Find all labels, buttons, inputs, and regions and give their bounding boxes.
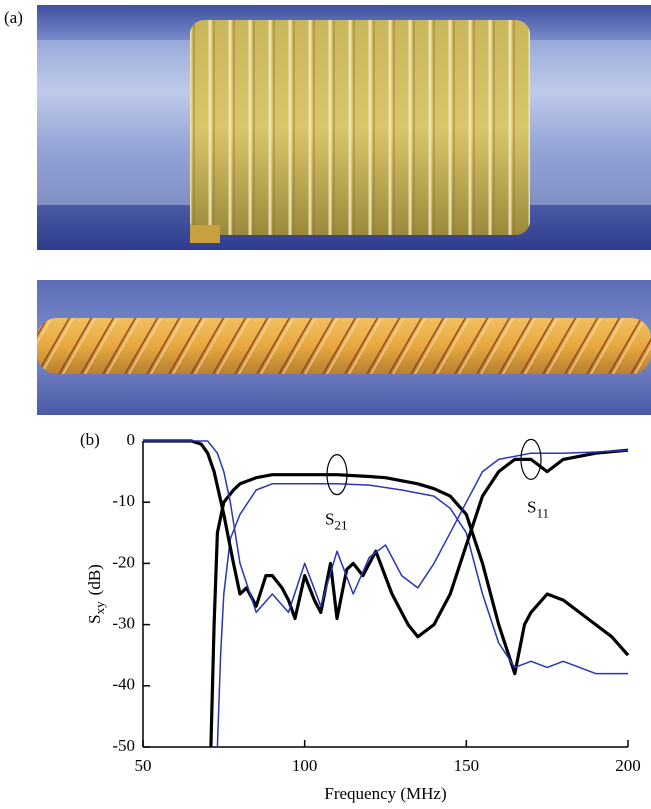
series-line bbox=[143, 439, 629, 639]
y-tick-label: -30 bbox=[112, 614, 135, 633]
y-tick-label: -50 bbox=[112, 736, 135, 755]
series-line bbox=[216, 483, 628, 748]
panel-label: (a) bbox=[4, 8, 23, 27]
x-tick-label: 200 bbox=[615, 756, 641, 775]
y-tick-label: -20 bbox=[112, 552, 135, 571]
x-tick-label: 100 bbox=[292, 756, 318, 775]
annotation-sub: 21 bbox=[334, 518, 347, 533]
series-line bbox=[209, 473, 630, 748]
annotation-sub: 11 bbox=[536, 505, 549, 520]
x-tick-label: 150 bbox=[454, 756, 480, 775]
series-line bbox=[143, 440, 629, 614]
annotation-main: S bbox=[325, 509, 334, 528]
y-axis-label: Sxy (dB) bbox=[85, 564, 107, 624]
panel-label: (b) bbox=[80, 430, 100, 449]
annotation: S11 bbox=[527, 497, 549, 520]
x-axis-label: Frequency (MHz) bbox=[324, 784, 446, 803]
annotation: S21 bbox=[325, 509, 347, 532]
y-tick-label: 0 bbox=[127, 430, 136, 449]
y-axis-label-sub: xy bbox=[92, 601, 107, 615]
y-axis-label-unit: (dB) bbox=[85, 564, 104, 595]
y-tick-label: -40 bbox=[112, 675, 135, 694]
y-tick-label: -10 bbox=[112, 491, 135, 510]
photo-spiral bbox=[37, 280, 651, 415]
y-axis-label-main: S bbox=[85, 614, 104, 623]
annotation-ellipse bbox=[520, 438, 542, 480]
annotation-ellipse bbox=[326, 454, 348, 496]
x-tick-label: 50 bbox=[135, 756, 152, 775]
annotation-main: S bbox=[527, 497, 536, 516]
photo-coil bbox=[37, 5, 651, 250]
